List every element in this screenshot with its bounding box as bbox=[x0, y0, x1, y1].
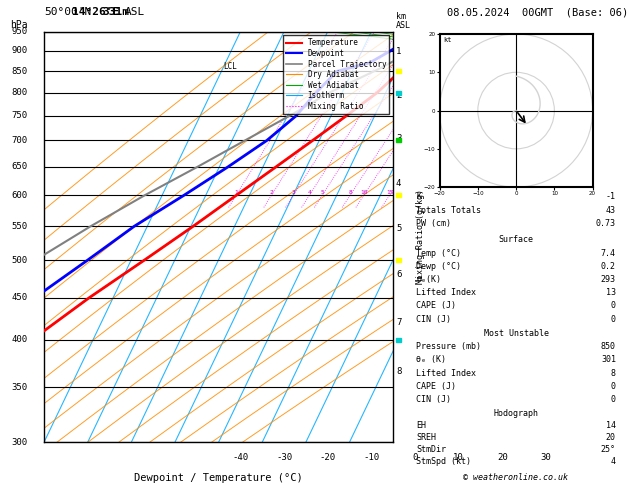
Text: 43: 43 bbox=[606, 206, 616, 215]
Text: K: K bbox=[416, 192, 421, 201]
Text: -1: -1 bbox=[606, 192, 616, 201]
Text: Dewp (°C): Dewp (°C) bbox=[416, 262, 461, 271]
Text: CIN (J): CIN (J) bbox=[416, 314, 451, 324]
Text: 6: 6 bbox=[396, 270, 401, 279]
Text: -30: -30 bbox=[276, 452, 292, 462]
Text: 5: 5 bbox=[396, 224, 401, 233]
Text: 25°: 25° bbox=[601, 445, 616, 454]
Text: 3: 3 bbox=[291, 191, 295, 195]
Text: 14°26'E: 14°26'E bbox=[72, 7, 120, 17]
Text: CIN (J): CIN (J) bbox=[416, 395, 451, 404]
Text: -40: -40 bbox=[232, 452, 248, 462]
Text: 0.73: 0.73 bbox=[596, 220, 616, 228]
Text: 08.05.2024  00GMT  (Base: 06): 08.05.2024 00GMT (Base: 06) bbox=[447, 7, 628, 17]
Text: 300: 300 bbox=[11, 438, 28, 447]
Text: ASL: ASL bbox=[125, 7, 145, 17]
Text: Most Unstable: Most Unstable bbox=[484, 329, 548, 338]
Text: 301: 301 bbox=[601, 355, 616, 364]
Text: 8: 8 bbox=[396, 367, 401, 376]
Text: 950: 950 bbox=[11, 27, 28, 36]
Text: θₑ (K): θₑ (K) bbox=[416, 355, 446, 364]
Text: © weatheronline.co.uk: © weatheronline.co.uk bbox=[464, 473, 568, 482]
Text: 293: 293 bbox=[601, 275, 616, 284]
Text: 7.4: 7.4 bbox=[601, 248, 616, 258]
Text: 900: 900 bbox=[11, 46, 28, 55]
Text: 0: 0 bbox=[611, 301, 616, 311]
Text: Surface: Surface bbox=[499, 235, 533, 244]
Text: 850: 850 bbox=[601, 342, 616, 351]
Text: StmSpd (kt): StmSpd (kt) bbox=[416, 457, 471, 466]
Text: 20: 20 bbox=[497, 452, 508, 462]
Text: 4: 4 bbox=[396, 178, 401, 188]
Text: θₑ(K): θₑ(K) bbox=[416, 275, 442, 284]
Text: 30: 30 bbox=[540, 452, 551, 462]
Text: 0: 0 bbox=[611, 395, 616, 404]
Text: 2: 2 bbox=[269, 191, 273, 195]
Text: 0: 0 bbox=[611, 382, 616, 391]
Text: LCL: LCL bbox=[223, 62, 237, 71]
Text: 2: 2 bbox=[396, 90, 401, 100]
Text: StmDir: StmDir bbox=[416, 445, 446, 454]
Text: 850: 850 bbox=[11, 67, 28, 76]
Text: 1: 1 bbox=[234, 191, 238, 195]
Text: 5: 5 bbox=[320, 191, 324, 195]
Text: -20: -20 bbox=[320, 452, 336, 462]
Text: 0: 0 bbox=[412, 452, 418, 462]
Text: 600: 600 bbox=[11, 191, 28, 200]
Text: Dewpoint / Temperature (°C): Dewpoint / Temperature (°C) bbox=[134, 473, 303, 483]
Text: 700: 700 bbox=[11, 136, 28, 145]
Text: 350: 350 bbox=[11, 383, 28, 392]
Text: 800: 800 bbox=[11, 88, 28, 97]
Text: 650: 650 bbox=[11, 162, 28, 171]
Text: 7: 7 bbox=[396, 318, 401, 327]
Text: hPa: hPa bbox=[10, 19, 28, 30]
Text: 50°00'N: 50°00'N bbox=[44, 7, 91, 17]
Text: Lifted Index: Lifted Index bbox=[416, 288, 476, 297]
Text: Pressure (mb): Pressure (mb) bbox=[416, 342, 481, 351]
Text: CAPE (J): CAPE (J) bbox=[416, 382, 456, 391]
Text: 4: 4 bbox=[611, 457, 616, 466]
Text: 400: 400 bbox=[11, 335, 28, 344]
Text: PW (cm): PW (cm) bbox=[416, 220, 451, 228]
Text: -10: -10 bbox=[363, 452, 379, 462]
Text: Lifted Index: Lifted Index bbox=[416, 368, 476, 378]
Text: 1: 1 bbox=[396, 47, 401, 56]
Text: 0: 0 bbox=[611, 314, 616, 324]
Text: 3: 3 bbox=[396, 134, 401, 143]
Text: 14: 14 bbox=[606, 421, 616, 430]
Text: 0.2: 0.2 bbox=[601, 262, 616, 271]
Text: 8: 8 bbox=[348, 191, 352, 195]
Text: 10: 10 bbox=[454, 452, 464, 462]
Text: 450: 450 bbox=[11, 294, 28, 302]
Text: Mixing Ratio (g/kg): Mixing Ratio (g/kg) bbox=[416, 190, 425, 284]
Text: Hodograph: Hodograph bbox=[494, 409, 538, 418]
Text: kt: kt bbox=[443, 36, 452, 43]
Text: 331m: 331m bbox=[102, 7, 129, 17]
Legend: Temperature, Dewpoint, Parcel Trajectory, Dry Adiabat, Wet Adiabat, Isotherm, Mi: Temperature, Dewpoint, Parcel Trajectory… bbox=[283, 35, 389, 114]
Text: 4: 4 bbox=[308, 191, 311, 195]
Text: 20: 20 bbox=[606, 433, 616, 442]
Text: EH: EH bbox=[416, 421, 426, 430]
Text: 500: 500 bbox=[11, 256, 28, 265]
Text: 550: 550 bbox=[11, 222, 28, 231]
Text: SREH: SREH bbox=[416, 433, 437, 442]
Text: CAPE (J): CAPE (J) bbox=[416, 301, 456, 311]
Text: 10: 10 bbox=[360, 191, 367, 195]
Text: Totals Totals: Totals Totals bbox=[416, 206, 481, 215]
Text: km
ASL: km ASL bbox=[396, 12, 411, 30]
Text: 13: 13 bbox=[606, 288, 616, 297]
Text: 15: 15 bbox=[386, 191, 393, 195]
Text: 750: 750 bbox=[11, 111, 28, 121]
Text: Temp (°C): Temp (°C) bbox=[416, 248, 461, 258]
Text: 8: 8 bbox=[611, 368, 616, 378]
